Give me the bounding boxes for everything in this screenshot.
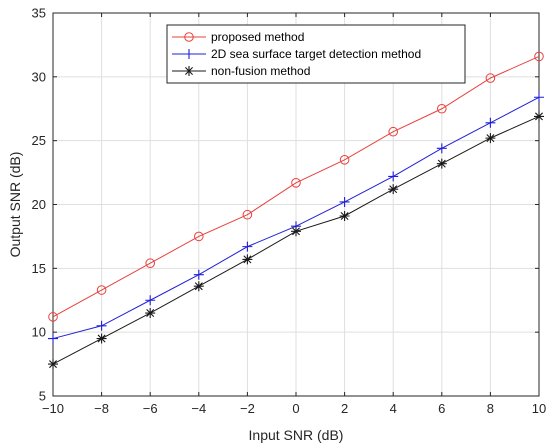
y-axis: 5 10 15 20 25 30 35 bbox=[32, 6, 539, 404]
legend-entry: proposed method bbox=[211, 30, 304, 44]
y-tick-label: 30 bbox=[32, 69, 46, 84]
x-tick-label: 10 bbox=[532, 401, 546, 416]
data-point bbox=[339, 210, 350, 221]
data-point bbox=[48, 333, 58, 344]
x-axis-label: Input SNR (dB) bbox=[249, 427, 344, 443]
x-tick-label: −4 bbox=[191, 401, 206, 416]
y-tick-label: 10 bbox=[32, 325, 46, 340]
y-axis-label: Output SNR (dB) bbox=[7, 152, 23, 258]
y-tick-label: 20 bbox=[32, 197, 46, 212]
x-tick-label: −2 bbox=[240, 401, 255, 416]
x-tick-label: 8 bbox=[487, 401, 494, 416]
data-point bbox=[242, 209, 253, 220]
x-tick-label: 6 bbox=[438, 401, 445, 416]
x-axis: −10 −8 −6 −4 −2 0 2 4 6 8 10 bbox=[42, 13, 546, 416]
data-point bbox=[145, 258, 155, 269]
data-point bbox=[96, 320, 107, 331]
series-1 bbox=[48, 92, 544, 344]
data-point bbox=[436, 158, 447, 169]
x-tick-label: 4 bbox=[390, 401, 397, 416]
y-tick-label: 35 bbox=[32, 6, 46, 21]
data-point bbox=[339, 196, 350, 207]
data-point bbox=[291, 177, 301, 188]
x-tick-label: 0 bbox=[292, 401, 299, 416]
data-point bbox=[388, 171, 399, 182]
legend-entry: non-fusion method bbox=[211, 64, 310, 78]
data-point bbox=[145, 295, 156, 306]
data-point bbox=[534, 111, 544, 122]
data-point bbox=[242, 254, 253, 265]
legend-marker bbox=[184, 32, 194, 42]
data-point bbox=[96, 333, 107, 344]
data-point bbox=[96, 285, 107, 295]
series-0 bbox=[48, 51, 544, 322]
data-point bbox=[485, 117, 496, 128]
data-point bbox=[145, 308, 156, 319]
data-point bbox=[242, 241, 253, 252]
data-point bbox=[339, 155, 350, 165]
x-tick-label: −6 bbox=[143, 401, 158, 416]
data-point bbox=[485, 73, 496, 83]
data-point bbox=[388, 126, 399, 137]
legend-marker bbox=[184, 66, 194, 76]
legend: proposed method 2D sea surface target det… bbox=[166, 24, 466, 84]
data-point bbox=[485, 133, 496, 144]
series-group bbox=[48, 51, 544, 370]
data-point bbox=[291, 226, 301, 237]
data-point bbox=[194, 231, 204, 242]
data-point bbox=[534, 92, 544, 103]
series-line bbox=[52, 55, 540, 318]
data-point bbox=[193, 281, 204, 292]
legend-entry: 2D sea surface target detection method bbox=[211, 47, 421, 61]
y-tick-label: 5 bbox=[39, 389, 46, 404]
legend-box bbox=[166, 24, 466, 84]
data-point bbox=[48, 359, 58, 370]
y-tick-label: 15 bbox=[32, 261, 46, 276]
legend-marker bbox=[184, 49, 194, 59]
x-tick-label: −8 bbox=[94, 401, 109, 416]
x-tick-label: −10 bbox=[42, 401, 64, 416]
data-point bbox=[436, 143, 447, 154]
x-tick-label: 2 bbox=[341, 401, 348, 416]
data-point bbox=[193, 269, 204, 280]
series-2 bbox=[48, 111, 544, 370]
data-point bbox=[534, 51, 544, 62]
data-point bbox=[48, 312, 58, 322]
y-tick-label: 25 bbox=[32, 133, 46, 148]
data-point bbox=[437, 103, 447, 114]
data-point bbox=[388, 184, 399, 195]
